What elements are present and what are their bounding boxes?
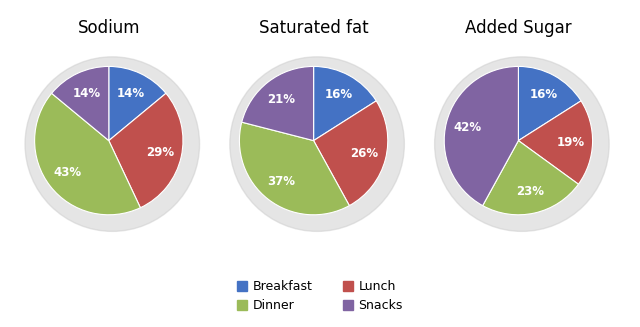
Wedge shape [444,66,518,206]
Text: 19%: 19% [557,136,585,149]
Wedge shape [239,122,349,215]
Circle shape [230,57,404,232]
Circle shape [435,57,609,232]
Text: 14%: 14% [72,87,100,100]
Circle shape [25,57,200,232]
Wedge shape [242,66,314,141]
Text: 16%: 16% [529,88,557,101]
Wedge shape [314,101,388,206]
Wedge shape [35,93,140,215]
Wedge shape [483,141,579,215]
Text: 43%: 43% [53,166,81,179]
Wedge shape [52,66,109,141]
Text: 23%: 23% [516,185,544,198]
Wedge shape [109,66,166,141]
Text: 21%: 21% [268,93,296,106]
Title: Saturated fat: Saturated fat [259,20,369,38]
Wedge shape [109,93,183,208]
Wedge shape [314,66,376,141]
Title: Added Sugar: Added Sugar [465,20,572,38]
Text: 16%: 16% [324,88,353,101]
Text: 29%: 29% [146,146,174,159]
Title: Sodium: Sodium [77,20,140,38]
Legend: Breakfast, Dinner, Lunch, Snacks: Breakfast, Dinner, Lunch, Snacks [232,275,408,318]
Text: 26%: 26% [350,147,378,160]
Text: 42%: 42% [454,121,482,134]
Wedge shape [518,66,581,141]
Text: 37%: 37% [268,176,296,188]
Wedge shape [518,101,593,184]
Text: 14%: 14% [117,87,145,100]
